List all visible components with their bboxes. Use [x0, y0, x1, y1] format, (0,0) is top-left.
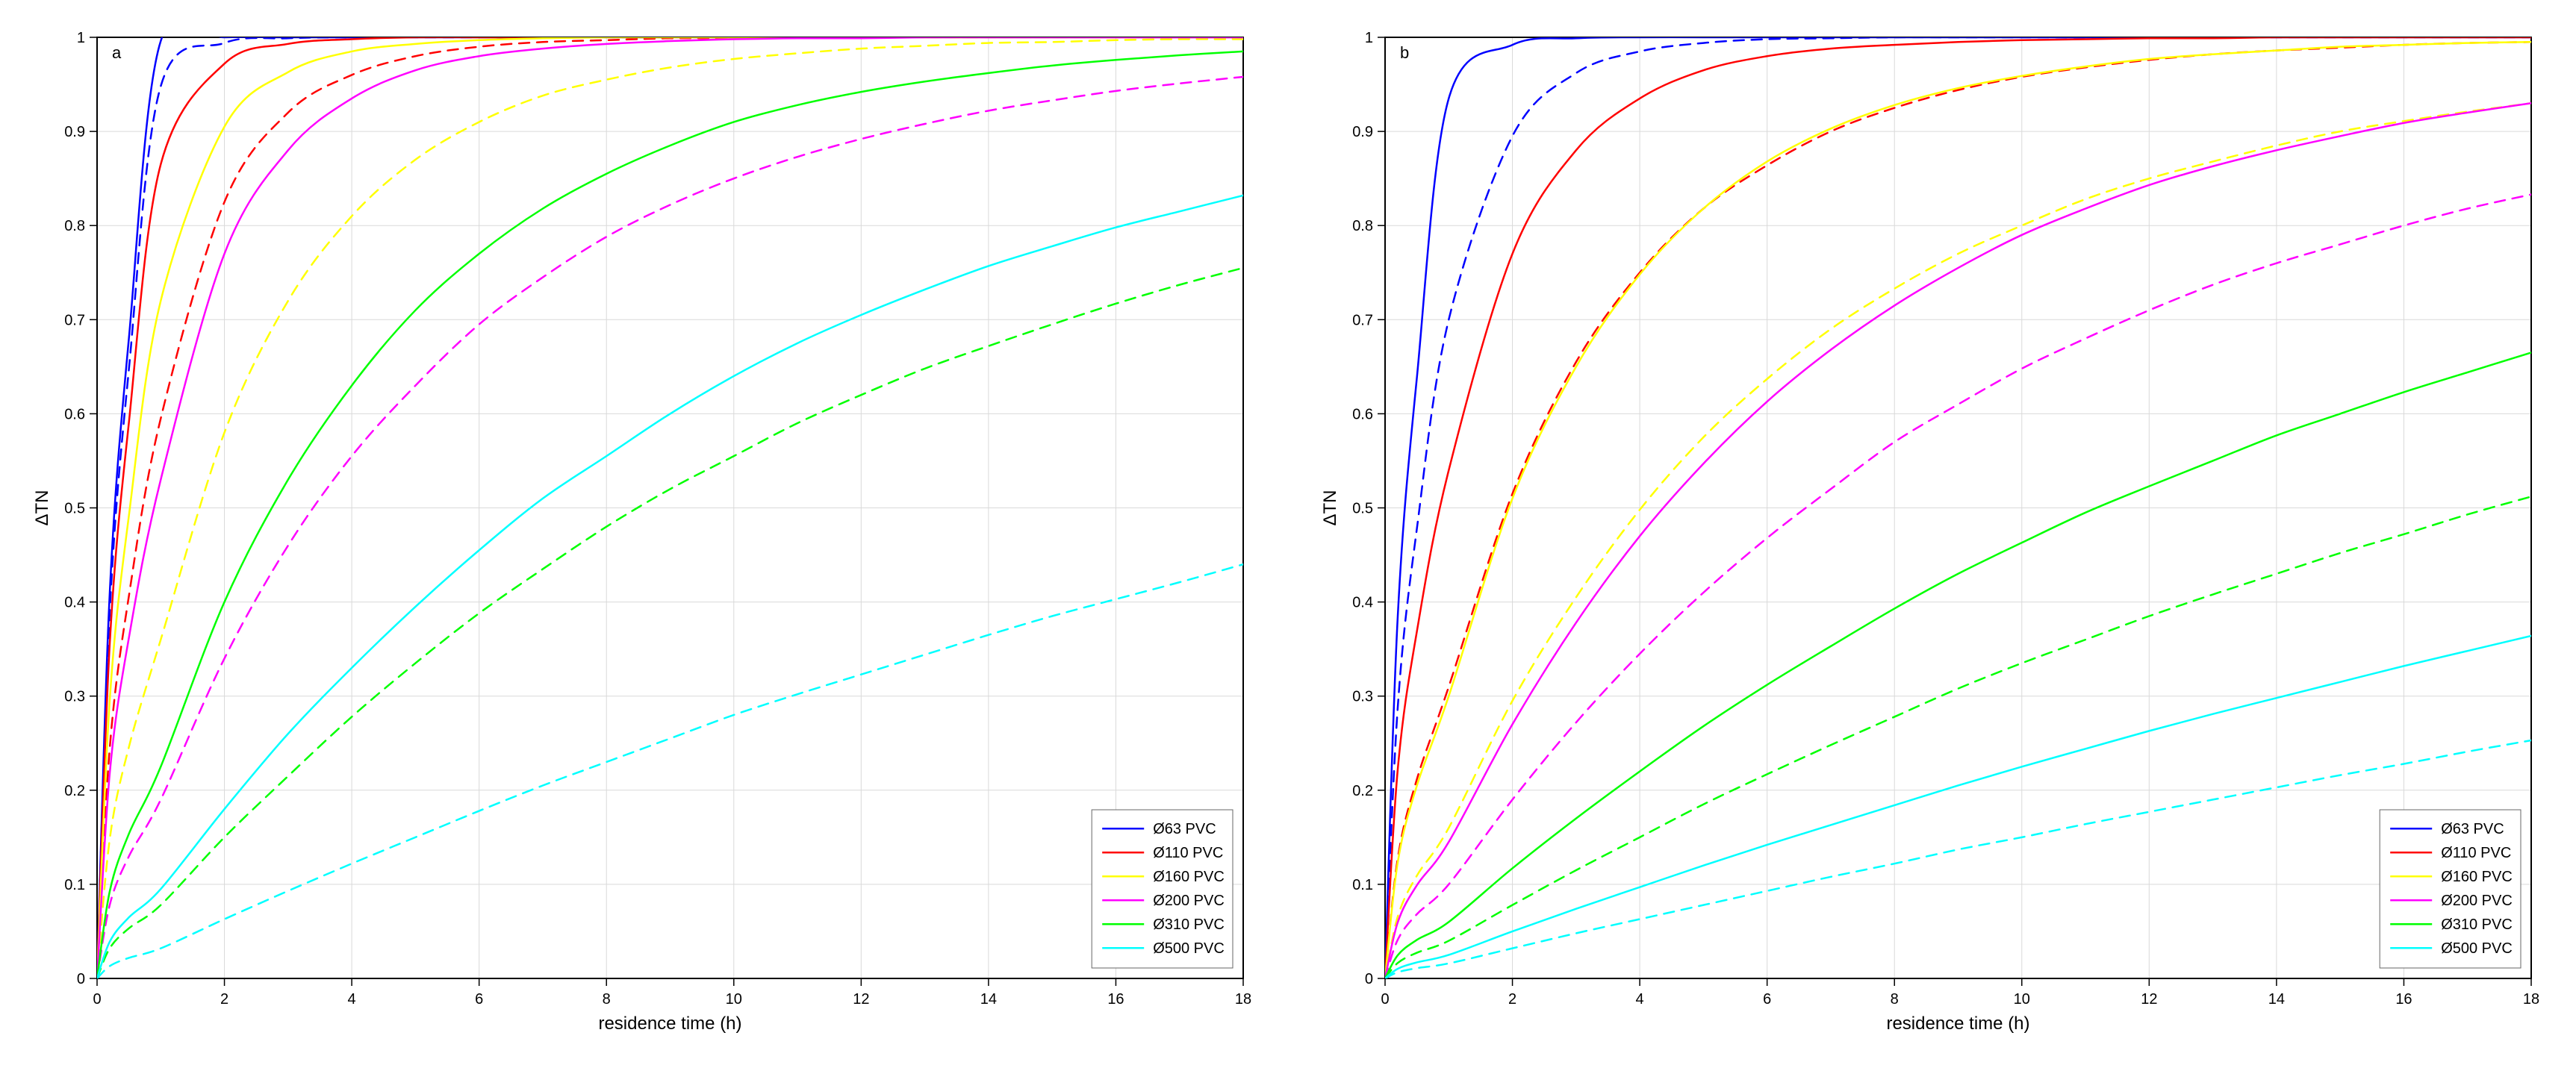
x-tick-label: 12	[853, 991, 869, 1008]
y-tick-label: 0	[1365, 971, 1373, 987]
y-tick-label: 0.6	[64, 406, 85, 422]
figure: 02468101214161800.10.20.30.40.50.60.70.8…	[0, 0, 2576, 1068]
x-tick-label: 14	[2268, 991, 2285, 1008]
y-tick-label: 0	[77, 971, 85, 987]
y-tick-label: 0.1	[1352, 877, 1373, 893]
x-tick-label: 0	[1381, 991, 1389, 1008]
y-tick-label: 0.9	[64, 124, 85, 140]
x-tick-label: 8	[603, 991, 611, 1008]
legend: Ø63 PVC Ø110 PVC Ø160 PVC Ø200 PVC Ø310 PVC Ø…	[2380, 810, 2521, 968]
legend-label: Ø500 PVC	[2441, 940, 2513, 957]
x-tick-label: 8	[1891, 991, 1899, 1008]
legend-label: Ø63 PVC	[2441, 821, 2504, 837]
panel-a: 0 2 4 6 8 10 12 14 16 18 0 0.1 0.2 0.3 0.4 0.5 0.6 0.7 0.8…	[15, 15, 1273, 1053]
y-tick-label: 0.5	[1352, 501, 1373, 517]
y-tick-label: 1	[77, 30, 85, 46]
x-tick-label: 18	[1235, 991, 1251, 1008]
y-tick-label: 0.7	[1352, 312, 1373, 328]
y-axis-label: ΔTN	[32, 490, 52, 525]
legend-label: Ø500 PVC	[1153, 940, 1225, 957]
x-tick-label: 16	[1107, 991, 1124, 1008]
chart-svg: 0 2 4 6 8 10 12 14 16 18 0 0.1 0.2 0.3 0.4 0.5 0.6 0.7 0.8…	[1303, 15, 2561, 1053]
legend-label: Ø110 PVC	[2441, 845, 2511, 861]
y-tick-label: 0.2	[64, 783, 85, 799]
y-tick-label: 0.8	[1352, 218, 1373, 234]
y-tick-label: 0.9	[1352, 124, 1373, 140]
y-tick-label: 0.3	[64, 689, 85, 705]
x-tick-label: 2	[220, 991, 228, 1008]
legend-label: Ø200 PVC	[2441, 893, 2513, 909]
legend-label: Ø200 PVC	[1153, 893, 1225, 909]
x-tick-label: 6	[1763, 991, 1771, 1008]
x-tick-label: 14	[980, 991, 997, 1008]
y-tick-label: 0.3	[1352, 689, 1373, 705]
y-tick-label: 0.7	[64, 312, 85, 328]
legend-label: Ø160 PVC	[2441, 869, 2513, 885]
y-tick-label: 0.6	[1352, 406, 1373, 422]
chart-svg: 0 2 4 6 8 10 12 14 16 18 0 0.1 0.2 0.3 0.4 0.5 0.6 0.7 0.8…	[15, 15, 1273, 1053]
x-tick-label: 12	[2141, 991, 2157, 1008]
legend-label: Ø110 PVC	[1153, 845, 1223, 861]
panel-b: 0 2 4 6 8 10 12 14 16 18 0 0.1 0.2 0.3 0.4 0.5 0.6 0.7 0.8…	[1303, 15, 2561, 1053]
y-tick-label: 0.4	[64, 595, 85, 611]
x-tick-label: 0	[93, 991, 101, 1008]
legend: Ø63 PVC Ø110 PVC Ø160 PVC Ø200 PVC Ø310 PVC Ø…	[1092, 810, 1233, 968]
x-tick-label: 16	[2395, 991, 2412, 1008]
y-tick-label: 0.4	[1352, 595, 1373, 611]
legend-label: Ø310 PVC	[1153, 916, 1225, 933]
legend-label: Ø63 PVC	[1153, 821, 1216, 837]
y-tick-label: 1	[1365, 30, 1373, 46]
panel-label: b	[1400, 43, 1409, 62]
y-tick-label: 0.5	[64, 501, 85, 517]
y-tick-label: 0.8	[64, 218, 85, 234]
x-axis-label: residence time (h)	[598, 1014, 741, 1034]
x-tick-label: 4	[348, 991, 356, 1008]
legend-label: Ø310 PVC	[2441, 916, 2513, 933]
panel-label: a	[112, 43, 122, 62]
x-tick-label: 4	[1636, 991, 1644, 1008]
x-axis-label: residence time (h)	[1886, 1014, 2029, 1034]
x-tick-label: 18	[2523, 991, 2539, 1008]
x-tick-label: 2	[1508, 991, 1516, 1008]
y-axis-label: ΔTN	[1320, 490, 1340, 525]
y-tick-label: 0.2	[1352, 783, 1373, 799]
y-tick-label: 0.1	[64, 877, 85, 893]
x-tick-label: 10	[726, 991, 742, 1008]
x-tick-label: 10	[2014, 991, 2030, 1008]
legend-label: Ø160 PVC	[1153, 869, 1225, 885]
x-tick-label: 6	[475, 991, 483, 1008]
